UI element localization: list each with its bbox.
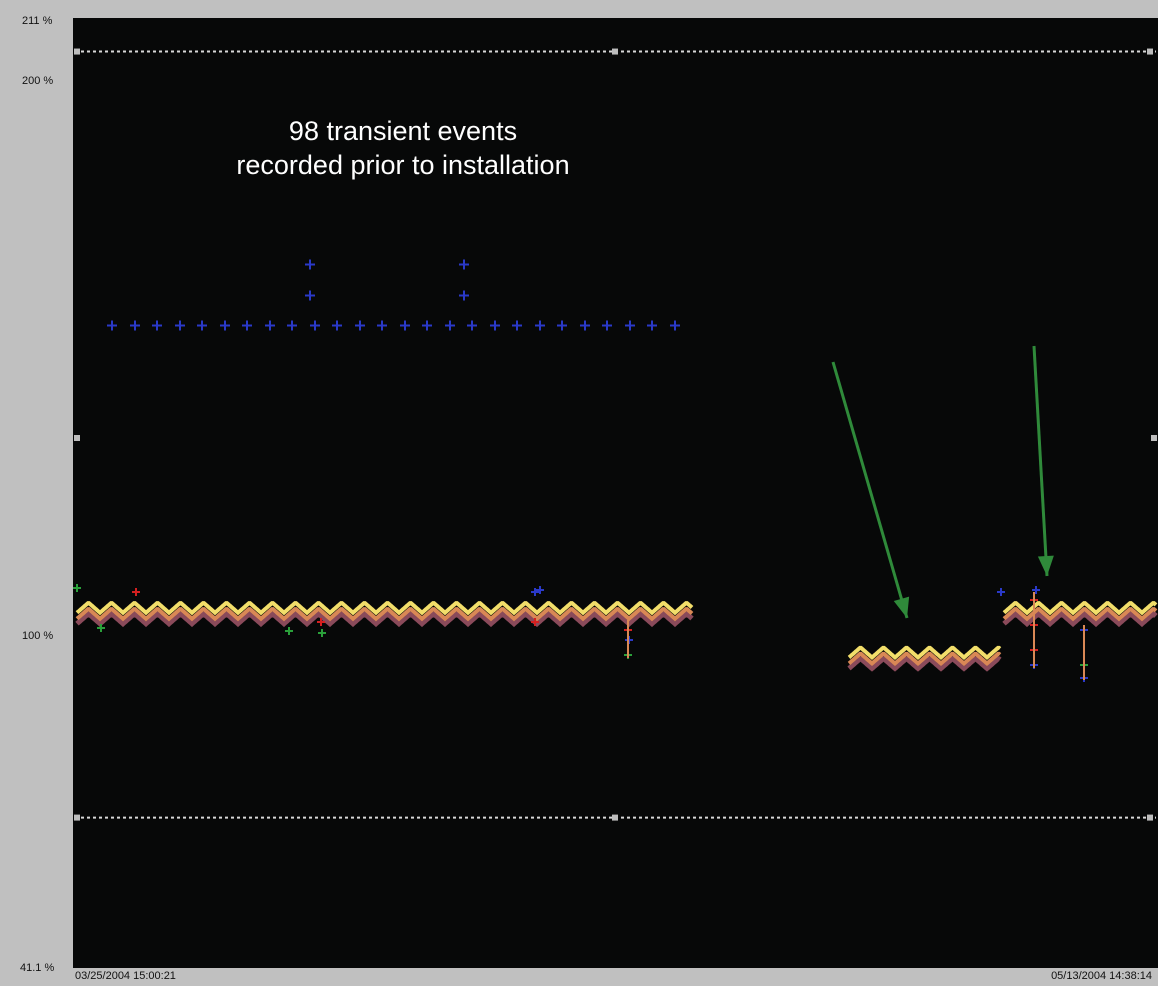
limit-line-handle	[1147, 48, 1153, 55]
limit-line-handle	[74, 48, 80, 55]
transient-marker	[422, 320, 432, 331]
event-marker	[285, 627, 293, 635]
event-marker	[531, 588, 539, 596]
limit-line-handle	[612, 814, 618, 821]
transient-marker	[580, 320, 590, 331]
x-start-label: 03/25/2004 15:00:21	[75, 970, 176, 982]
limit-line-handle	[612, 48, 618, 55]
transient-marker	[459, 290, 469, 301]
event-marker	[318, 629, 326, 637]
transient-marker	[355, 320, 365, 331]
annotation-line-1: 98 transient events	[288, 116, 518, 146]
transient-marker	[557, 320, 567, 331]
trace-after-1-lower-band	[847, 656, 1002, 672]
transient-marker	[332, 320, 342, 331]
limit-line-handle	[1147, 814, 1153, 821]
transient-marker	[445, 320, 455, 331]
transient-marker	[175, 320, 185, 331]
event-marker	[317, 618, 325, 626]
event-marker	[531, 618, 539, 626]
plot-area	[73, 18, 1158, 968]
trace-after-2-upper-band	[1002, 601, 1158, 616]
arrow-right-shaft	[1032, 345, 1049, 577]
frame-handle	[1151, 435, 1157, 441]
transient-marker	[602, 320, 612, 331]
transient-marker	[152, 320, 162, 331]
trace-after-1-mid-band	[847, 651, 1002, 666]
transient-marker	[197, 320, 207, 331]
transient-marker	[265, 320, 275, 331]
transient-marker	[107, 320, 117, 331]
transient-marker	[130, 320, 140, 331]
frame-handle	[74, 435, 80, 441]
event-marker	[97, 624, 105, 632]
transient-marker	[625, 320, 635, 331]
transient-marker	[490, 320, 500, 331]
transient-marker	[670, 320, 680, 331]
trace-after-2-mid-band	[1002, 607, 1158, 622]
trace-before-lower-band	[75, 611, 694, 628]
event-marker	[997, 588, 1005, 596]
annotation-text: 98 transient events recorded prior to in…	[193, 114, 613, 182]
transient-marker	[647, 320, 657, 331]
transient-marker	[287, 320, 297, 331]
transient-marker	[305, 259, 315, 270]
transient-marker	[377, 320, 387, 331]
trace-after-2-lower-band	[1002, 611, 1158, 628]
event-marker	[132, 588, 140, 596]
arrow-left-shaft	[831, 361, 909, 619]
trace-before-mid-band	[75, 607, 694, 622]
transient-marker	[220, 320, 230, 331]
limit-line-handle	[74, 814, 80, 821]
y-tick-label-41: 41.1 %	[20, 962, 55, 974]
transient-marker	[242, 320, 252, 331]
annotation-line-2: recorded prior to installation	[236, 150, 570, 180]
x-end-label: 05/13/2004 14:38:14	[1051, 970, 1152, 982]
trace-before-upper-band	[75, 601, 694, 616]
transient-marker	[305, 290, 315, 301]
transient-marker	[400, 320, 410, 331]
trace-after-1-upper-band	[847, 645, 1002, 660]
transient-marker	[467, 320, 477, 331]
transient-marker	[512, 320, 522, 331]
y-tick-label-200: 200 %	[22, 75, 54, 87]
arrow-right-head	[1037, 555, 1054, 576]
y-tick-label-100: 100 %	[22, 630, 54, 642]
y-tick-label-211: 211 %	[22, 15, 53, 27]
transient-marker	[459, 259, 469, 270]
arrow-left-head	[893, 596, 910, 618]
transient-marker	[535, 320, 545, 331]
event-marker	[536, 586, 544, 594]
transient-marker	[310, 320, 320, 331]
event-marker	[1032, 586, 1040, 594]
event-marker	[73, 584, 81, 592]
